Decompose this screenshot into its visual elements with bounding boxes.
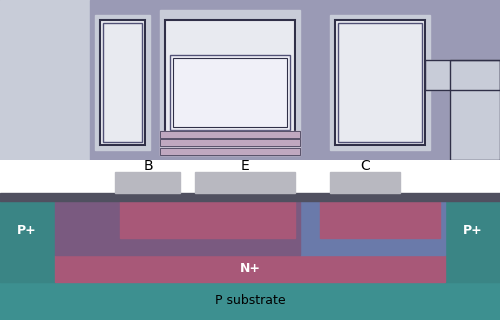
Bar <box>425 60 500 90</box>
Text: E: E <box>240 159 250 173</box>
Bar <box>120 201 295 238</box>
Bar <box>100 20 145 145</box>
Bar <box>450 60 500 160</box>
Text: N+: N+ <box>196 213 218 227</box>
Bar <box>55 198 300 255</box>
Bar <box>160 131 300 138</box>
Text: P+: P+ <box>463 223 483 236</box>
Text: B: B <box>143 159 153 173</box>
Bar <box>165 20 295 135</box>
Bar <box>0 0 90 160</box>
Text: P: P <box>106 220 114 234</box>
Bar <box>165 20 295 135</box>
Text: C: C <box>360 159 370 173</box>
Bar <box>338 23 422 142</box>
Bar <box>160 139 300 146</box>
Bar <box>0 198 55 282</box>
Bar <box>160 148 300 155</box>
Bar <box>160 139 300 146</box>
Bar <box>450 60 500 160</box>
Bar <box>0 198 500 282</box>
Bar <box>160 148 300 155</box>
Bar <box>103 23 142 142</box>
Bar <box>0 193 500 201</box>
Bar <box>173 58 287 127</box>
Bar <box>90 0 315 160</box>
Text: N+: N+ <box>370 213 390 227</box>
Text: P substrate: P substrate <box>214 294 286 308</box>
Bar <box>195 172 295 193</box>
Bar <box>0 282 500 320</box>
Bar <box>320 201 440 238</box>
Bar <box>330 15 430 150</box>
Bar <box>335 20 425 145</box>
Bar <box>55 255 445 282</box>
Bar <box>330 172 400 193</box>
Bar <box>160 10 300 155</box>
Bar <box>300 198 445 255</box>
Bar <box>315 0 500 160</box>
Text: N+: N+ <box>240 262 260 276</box>
Text: N: N <box>390 220 400 234</box>
Bar <box>95 15 150 150</box>
Bar <box>115 172 180 193</box>
Bar <box>425 60 500 90</box>
Bar <box>100 20 145 145</box>
Bar <box>170 55 290 130</box>
Bar <box>170 55 290 130</box>
Text: P+: P+ <box>17 223 37 236</box>
Bar <box>335 20 425 145</box>
Bar <box>160 131 300 138</box>
Bar <box>445 198 500 282</box>
